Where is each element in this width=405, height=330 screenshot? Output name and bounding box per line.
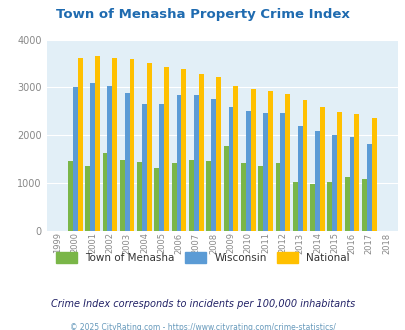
Bar	[198, 74, 203, 231]
Bar	[344, 178, 349, 231]
Bar	[181, 69, 186, 231]
Bar	[267, 91, 272, 231]
Legend: Town of Menasha, Wisconsin, National: Town of Menasha, Wisconsin, National	[52, 248, 353, 267]
Bar	[171, 163, 176, 231]
Bar	[280, 113, 285, 231]
Bar	[137, 162, 142, 231]
Bar	[371, 118, 376, 231]
Bar	[102, 153, 107, 231]
Bar	[285, 94, 290, 231]
Text: Crime Index corresponds to incidents per 100,000 inhabitants: Crime Index corresponds to incidents per…	[51, 299, 354, 309]
Bar	[159, 104, 164, 231]
Text: © 2025 CityRating.com - https://www.cityrating.com/crime-statistics/: © 2025 CityRating.com - https://www.city…	[70, 323, 335, 330]
Bar	[107, 85, 112, 231]
Bar	[72, 87, 77, 231]
Bar	[233, 85, 238, 231]
Bar	[129, 59, 134, 231]
Bar	[154, 168, 159, 231]
Bar	[90, 83, 95, 231]
Bar	[241, 163, 245, 231]
Bar	[119, 160, 124, 231]
Bar	[85, 166, 90, 231]
Bar	[147, 63, 151, 231]
Bar	[366, 145, 371, 231]
Bar	[327, 182, 332, 231]
Bar	[68, 161, 72, 231]
Bar	[354, 114, 358, 231]
Bar	[142, 104, 147, 231]
Bar	[164, 67, 168, 231]
Bar	[176, 95, 181, 231]
Bar	[302, 100, 307, 231]
Bar	[211, 99, 215, 231]
Bar	[95, 56, 100, 231]
Bar	[194, 95, 198, 231]
Bar	[77, 58, 82, 231]
Bar	[332, 135, 336, 231]
Text: Town of Menasha Property Crime Index: Town of Menasha Property Crime Index	[56, 8, 349, 21]
Bar	[336, 112, 341, 231]
Bar	[309, 184, 314, 231]
Bar	[349, 137, 354, 231]
Bar	[206, 161, 211, 231]
Bar	[112, 58, 117, 231]
Bar	[250, 89, 255, 231]
Bar	[314, 131, 319, 231]
Bar	[124, 93, 129, 231]
Bar	[245, 112, 250, 231]
Bar	[215, 77, 220, 231]
Bar	[297, 126, 302, 231]
Bar	[228, 107, 233, 231]
Bar	[223, 146, 228, 231]
Bar	[319, 107, 324, 231]
Bar	[262, 113, 267, 231]
Bar	[361, 179, 366, 231]
Bar	[258, 166, 262, 231]
Bar	[189, 160, 194, 231]
Bar	[292, 182, 297, 231]
Bar	[275, 163, 280, 231]
